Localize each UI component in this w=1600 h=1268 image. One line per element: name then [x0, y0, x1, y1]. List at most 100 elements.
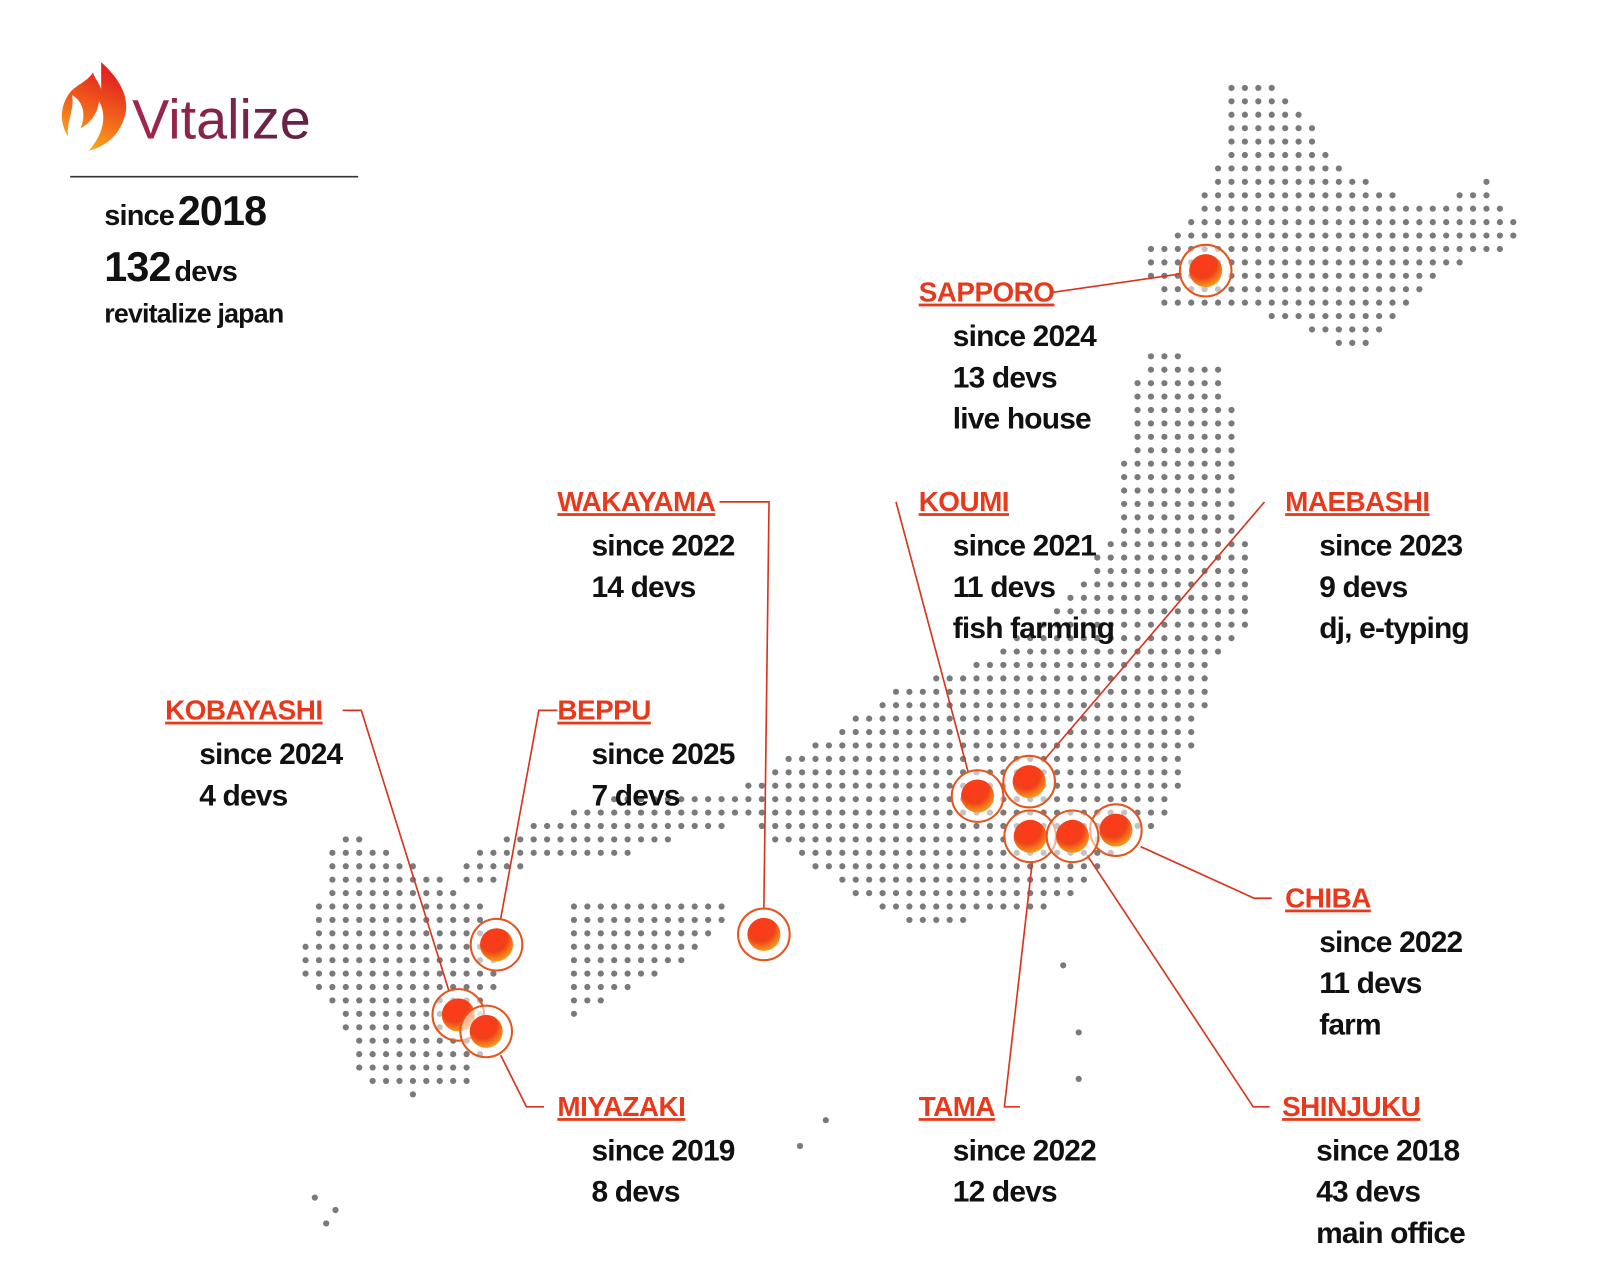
map-dot	[866, 715, 873, 722]
map-dot	[1174, 406, 1181, 414]
map-dot	[1268, 232, 1275, 239]
map-dot	[664, 903, 671, 910]
map-dot	[946, 782, 953, 789]
map-dot	[1255, 151, 1262, 159]
map-dot	[1376, 259, 1383, 266]
map-dot	[1121, 688, 1128, 695]
map-dot	[879, 728, 886, 736]
map-dot	[1013, 635, 1020, 642]
map-dot	[1308, 326, 1316, 333]
location-detail: live house	[953, 403, 1091, 436]
map-dot	[423, 1024, 430, 1031]
location-detail: since 2024	[953, 320, 1097, 353]
map-dot	[933, 715, 940, 722]
location-name: CHIBA	[1285, 883, 1371, 914]
map-dot	[1080, 581, 1087, 588]
map-dot	[1107, 608, 1114, 615]
map-dot	[812, 769, 819, 776]
map-dot	[879, 836, 886, 843]
map-dot	[678, 916, 685, 924]
map-dot	[382, 983, 390, 991]
map-dot	[1322, 272, 1329, 279]
map-dot	[1429, 245, 1436, 253]
map-dot	[1228, 151, 1235, 159]
map-dot	[1201, 702, 1208, 709]
map-dot	[1308, 245, 1316, 253]
map-dot	[369, 876, 376, 883]
map-dot	[933, 755, 940, 762]
map-dot	[611, 930, 618, 937]
map-dot	[1094, 621, 1101, 628]
map-dot	[1147, 796, 1155, 803]
map-dot	[839, 742, 846, 749]
map-dot	[839, 863, 846, 870]
map-dot	[879, 809, 886, 816]
map-dot	[1214, 366, 1222, 373]
map-dot	[986, 715, 994, 722]
map-dot	[490, 863, 497, 870]
map-dot	[1255, 259, 1262, 266]
map-dot	[1255, 84, 1262, 92]
map-dot	[1121, 728, 1128, 736]
map-dot	[866, 782, 873, 789]
map-dot	[356, 876, 363, 883]
leader-lines	[342, 272, 1272, 1108]
map-dot	[839, 836, 846, 843]
map-dot	[1040, 621, 1047, 628]
map-dot	[1308, 219, 1316, 226]
map-dot	[866, 755, 873, 762]
map-dot	[1376, 192, 1383, 199]
map-dot	[1349, 259, 1356, 266]
devs-label: devs	[174, 256, 237, 288]
map-dot	[1147, 769, 1155, 776]
map-dot	[1000, 849, 1007, 856]
map-dot	[1121, 567, 1128, 575]
map-dot	[772, 836, 779, 843]
map-dot	[1308, 312, 1316, 320]
map-dot	[839, 822, 846, 830]
map-dot	[409, 1037, 416, 1044]
map-dot	[1013, 742, 1020, 749]
map-dot	[651, 957, 658, 964]
map-dot	[866, 876, 873, 883]
map-dot	[332, 1206, 339, 1214]
map-dot	[1268, 312, 1275, 320]
map-dot	[1228, 594, 1235, 601]
map-dot	[919, 796, 926, 803]
map-dot	[825, 796, 832, 803]
map-dot	[1214, 460, 1222, 467]
map-dot	[1060, 962, 1067, 969]
map-dot	[1349, 312, 1356, 320]
map-dot	[463, 916, 470, 924]
map-dot	[986, 742, 994, 749]
map-dot	[409, 1024, 416, 1031]
map-dot	[973, 836, 980, 843]
map-dot	[342, 890, 349, 897]
map-dot	[597, 997, 604, 1004]
map-dot	[1013, 876, 1020, 883]
map-dot	[1161, 541, 1168, 548]
map-dot	[651, 822, 658, 830]
map-dot	[1268, 286, 1275, 293]
map-dot	[450, 930, 457, 937]
map-dot	[1107, 702, 1114, 709]
map-dot	[329, 943, 336, 950]
map-dot	[1416, 219, 1423, 226]
dev-count: 132 devs	[104, 244, 237, 290]
map-dot	[1255, 219, 1262, 226]
map-dot	[839, 796, 846, 803]
map-dot	[664, 957, 671, 964]
map-dot	[1268, 219, 1275, 226]
map-dot	[1040, 688, 1047, 695]
map-dot	[1255, 178, 1262, 185]
map-dot	[946, 742, 953, 749]
map-dot	[919, 728, 926, 736]
map-dot	[892, 755, 900, 762]
marker-dot	[469, 1014, 503, 1048]
map-dot	[396, 957, 403, 964]
map-dot	[1080, 675, 1087, 682]
map-dot	[1322, 205, 1329, 212]
map-dot	[772, 782, 779, 789]
map-dot	[637, 930, 645, 937]
